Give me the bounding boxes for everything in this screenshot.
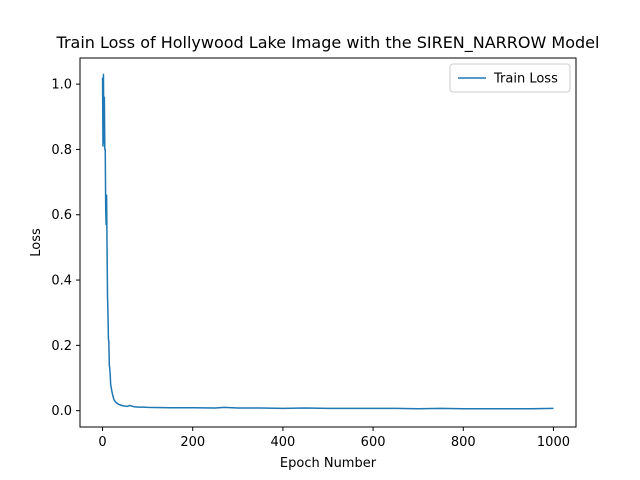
legend: Train Loss xyxy=(449,63,571,93)
series-layer xyxy=(101,73,554,410)
y-tick-label: 0.8 xyxy=(51,143,72,158)
x-tick-label: 400 xyxy=(270,435,295,450)
chart-title: Train Loss of Hollywood Lake Image with … xyxy=(56,33,600,53)
x-axis: 0 200 400 600 800 1000 xyxy=(98,427,570,450)
x-tick-label: 1000 xyxy=(537,435,570,450)
legend-box xyxy=(449,63,571,93)
y-tick-label: 0.6 xyxy=(51,208,72,223)
plot-area xyxy=(79,57,577,428)
plot-frame xyxy=(79,57,577,428)
series-line-train-loss xyxy=(101,73,554,410)
legend-label-train-loss: Train Loss xyxy=(493,72,558,87)
y-axis-label: Loss xyxy=(29,228,44,257)
x-tick-label: 0 xyxy=(98,435,106,450)
y-tick-label: 0.0 xyxy=(51,404,72,419)
y-tick-label: 1.0 xyxy=(51,78,72,93)
x-tick-label: 600 xyxy=(361,435,386,450)
y-tick-label: 0.2 xyxy=(51,339,72,354)
x-tick-label: 200 xyxy=(180,435,205,450)
x-tick-label: 800 xyxy=(451,435,476,450)
y-tick-label: 0.4 xyxy=(51,274,72,289)
y-axis: 0.0 0.2 0.4 0.6 0.8 1.0 xyxy=(51,78,80,419)
x-axis-label: Epoch Number xyxy=(280,456,377,471)
